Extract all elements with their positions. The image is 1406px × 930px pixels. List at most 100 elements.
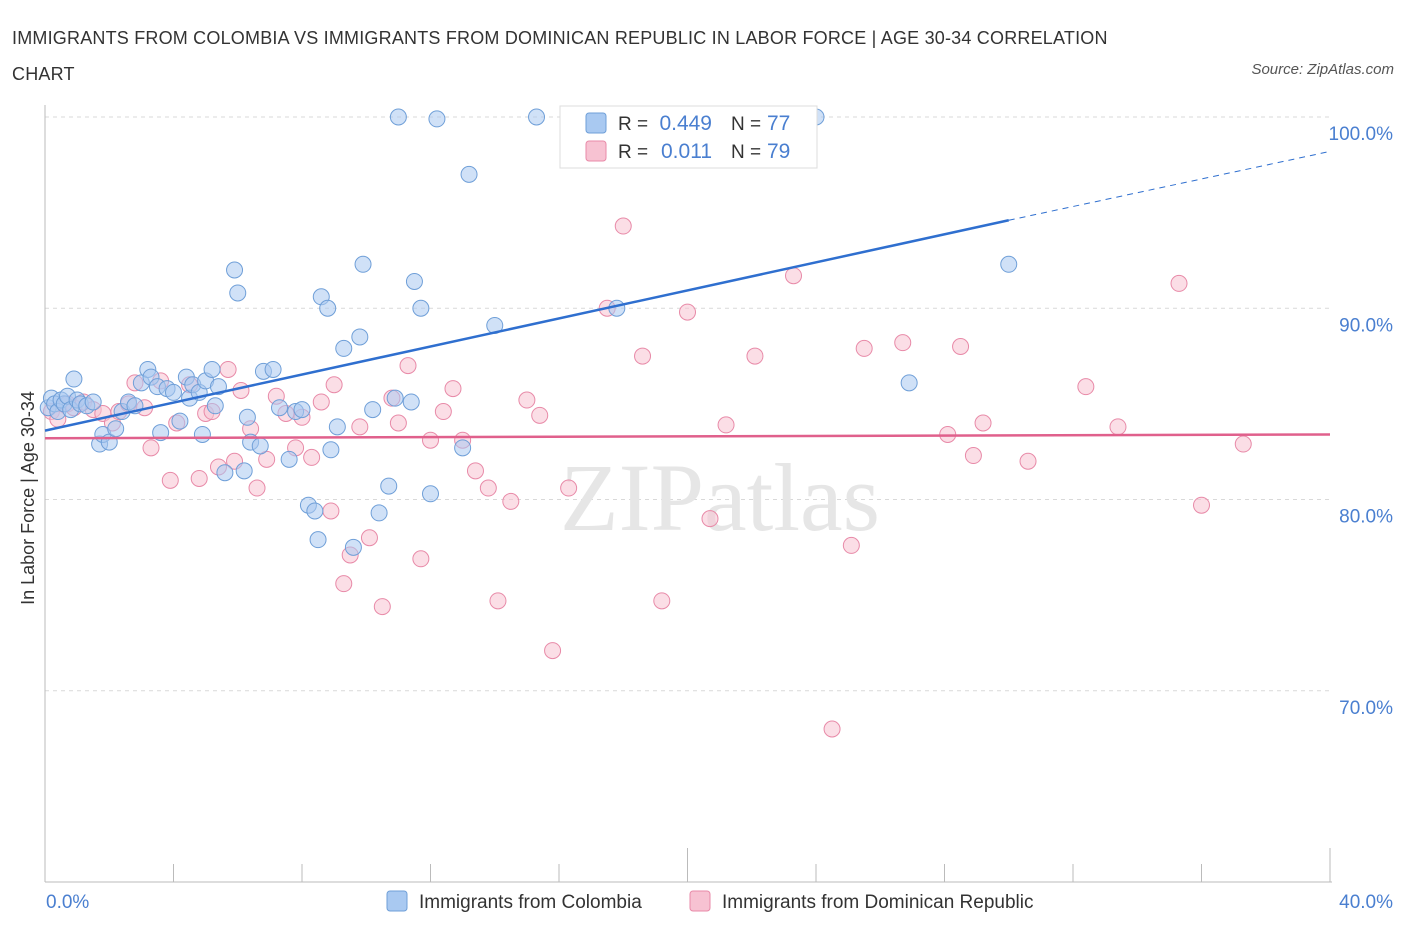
x-tick-labels: 0.0% 40.0% bbox=[46, 892, 1393, 913]
dominican-point bbox=[389, 414, 407, 432]
colombia-point bbox=[354, 255, 372, 273]
colombia-point bbox=[351, 328, 369, 346]
source-label: Source: ZipAtlas.com bbox=[1251, 61, 1394, 78]
n-label: N = bbox=[731, 142, 761, 163]
trend-lines bbox=[44, 150, 1331, 440]
colombia-point bbox=[386, 389, 404, 407]
dominican-point bbox=[952, 338, 970, 355]
dominican-point bbox=[399, 357, 417, 375]
dominican-point bbox=[531, 406, 549, 424]
colombia-trend-line bbox=[44, 219, 1010, 432]
dominican-point bbox=[544, 642, 562, 660]
dominican-point bbox=[679, 303, 696, 321]
colombia-point bbox=[319, 299, 337, 317]
colombia-point bbox=[203, 360, 221, 378]
dominican-point bbox=[1170, 274, 1188, 292]
series-legend-swatch bbox=[386, 890, 408, 912]
dominican-point bbox=[373, 598, 391, 616]
y-axis-label: In Labor Force | Age 30-34 bbox=[18, 391, 38, 605]
colombia-point bbox=[229, 284, 247, 302]
colombia-point bbox=[251, 437, 269, 455]
r-value: 0.011 bbox=[661, 140, 712, 163]
y-tick-labels: 100.0% 90.0% 80.0% 70.0% bbox=[1329, 124, 1394, 719]
dominican-point bbox=[1234, 435, 1252, 453]
dominican-point bbox=[351, 418, 369, 436]
dominican-point bbox=[502, 492, 520, 510]
colombia-point bbox=[293, 401, 311, 419]
colombia-point bbox=[344, 538, 362, 556]
dominican-point bbox=[785, 267, 803, 285]
dominican-point bbox=[964, 447, 982, 465]
n-label: N = bbox=[731, 114, 761, 135]
r-value: 0.449 bbox=[659, 112, 712, 135]
dominican-point bbox=[434, 403, 452, 421]
dominican-point bbox=[634, 347, 652, 365]
dominican-point bbox=[422, 431, 439, 449]
x-tick-label-left: 0.0% bbox=[46, 892, 89, 913]
colombia-point bbox=[405, 272, 423, 290]
colombia-point bbox=[370, 504, 388, 522]
x-tick-label-right: 40.0% bbox=[1339, 892, 1393, 913]
dominican-point bbox=[653, 592, 671, 610]
dominican-point bbox=[335, 575, 353, 593]
colombia-point bbox=[428, 110, 446, 128]
dominican-point bbox=[560, 479, 578, 497]
stats-legend-swatch bbox=[585, 140, 607, 162]
colombia-point bbox=[306, 502, 324, 520]
n-value: 77 bbox=[767, 112, 790, 135]
colombia-point bbox=[271, 399, 289, 417]
dominican-point bbox=[974, 414, 992, 432]
colombia-point bbox=[900, 374, 918, 392]
colombia-point bbox=[460, 165, 478, 183]
dominican-point bbox=[312, 393, 330, 411]
colombia-trend-extension bbox=[1008, 150, 1331, 221]
dominican-trend-line bbox=[44, 433, 1331, 440]
colombia-point bbox=[364, 401, 382, 419]
colombia-point bbox=[402, 393, 420, 411]
colombia-point bbox=[206, 397, 224, 415]
y-tick-label: 70.0% bbox=[1339, 698, 1393, 719]
colombia-point bbox=[65, 370, 83, 388]
colombia-point bbox=[335, 339, 353, 357]
dominican-point bbox=[746, 347, 764, 365]
stats-legend: R = 0.449 N = 77 R = 0.011 N = 79 bbox=[559, 105, 818, 169]
y-tick-label: 90.0% bbox=[1339, 315, 1393, 336]
colombia-point bbox=[152, 424, 170, 442]
colombia-point bbox=[193, 425, 211, 443]
dominican-point bbox=[855, 339, 873, 357]
y-tick-label: 80.0% bbox=[1339, 507, 1393, 528]
r-label: R = bbox=[618, 114, 648, 135]
colombia-point bbox=[328, 418, 346, 436]
colombia-point bbox=[165, 383, 182, 401]
colombia-point bbox=[528, 108, 546, 126]
colombia-point bbox=[226, 261, 244, 279]
watermark: ZIPatlas bbox=[560, 444, 880, 551]
dominican-point bbox=[161, 471, 179, 489]
colombia-point bbox=[309, 531, 327, 549]
series-legend-swatch bbox=[689, 890, 711, 912]
colombia-point bbox=[264, 360, 282, 378]
colombia-point bbox=[280, 450, 298, 468]
dominican-point bbox=[1019, 452, 1037, 470]
colombia-point bbox=[412, 299, 430, 317]
colombia-point bbox=[171, 412, 189, 430]
dominican-point bbox=[219, 360, 237, 378]
dominican-point bbox=[823, 720, 841, 738]
colombia-point bbox=[238, 408, 256, 426]
series-legend-label: Immigrants from Colombia bbox=[419, 892, 642, 913]
dominican-point bbox=[142, 439, 160, 457]
n-value: 79 bbox=[767, 140, 790, 163]
dominican-point bbox=[1193, 496, 1210, 514]
chart-title: IMMIGRANTS FROM COLOMBIA VS IMMIGRANTS F… bbox=[12, 28, 1108, 84]
colombia-point bbox=[107, 420, 125, 438]
dominican-point bbox=[190, 469, 208, 487]
dominican-point bbox=[325, 376, 343, 394]
dominican-point bbox=[360, 529, 378, 547]
gridlines bbox=[45, 116, 1330, 692]
dominican-point bbox=[518, 391, 536, 409]
stats-legend-swatch bbox=[585, 112, 607, 134]
dominican-point bbox=[1077, 378, 1095, 396]
colombia-point bbox=[216, 464, 234, 482]
dominican-point bbox=[466, 462, 484, 480]
